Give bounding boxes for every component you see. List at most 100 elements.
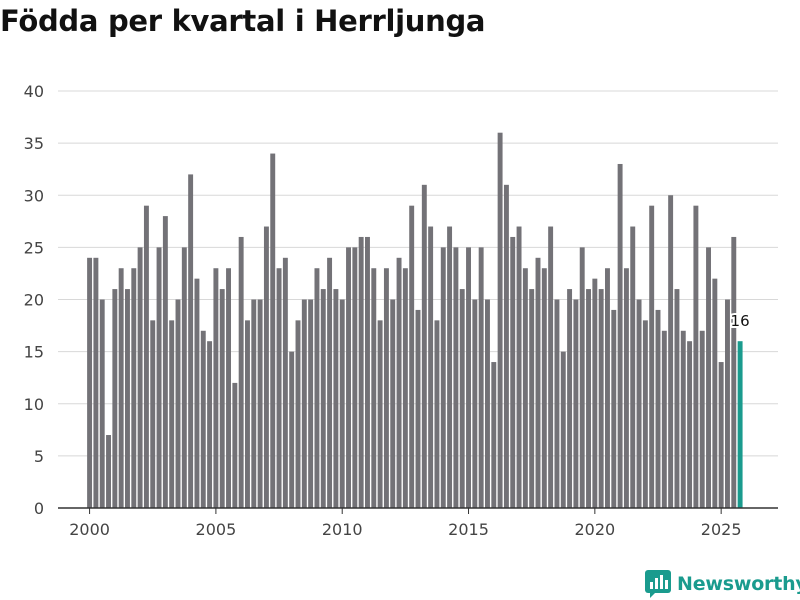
bar bbox=[421, 184, 427, 508]
bar bbox=[485, 299, 490, 508]
bar bbox=[579, 247, 585, 508]
y-tick-label: 10 bbox=[24, 395, 44, 414]
bar bbox=[674, 289, 680, 508]
bar bbox=[636, 299, 642, 508]
bar bbox=[143, 205, 149, 509]
bar bbox=[605, 268, 610, 508]
bar bbox=[459, 289, 465, 508]
bar bbox=[687, 341, 693, 508]
bar bbox=[377, 320, 383, 508]
bar bbox=[346, 247, 351, 508]
bar bbox=[226, 268, 231, 508]
bar bbox=[137, 247, 143, 508]
bar bbox=[87, 257, 93, 508]
bar bbox=[680, 330, 686, 508]
bar bbox=[630, 226, 636, 508]
bar bbox=[371, 268, 377, 508]
bar bbox=[649, 205, 655, 509]
y-tick-label: 0 bbox=[34, 499, 44, 518]
bar bbox=[327, 257, 333, 508]
bar bbox=[541, 268, 547, 508]
y-tick-label: 5 bbox=[34, 447, 44, 466]
brand-logo: Newsworthy bbox=[645, 569, 800, 599]
bar bbox=[270, 153, 276, 509]
bar bbox=[661, 330, 667, 508]
bar bbox=[655, 309, 661, 508]
chart-title: Födda per kvartal i Herrljunga bbox=[0, 4, 486, 38]
x-tick-label: 2015 bbox=[448, 520, 489, 539]
bar bbox=[175, 299, 181, 508]
bar bbox=[314, 268, 320, 508]
y-tick-label: 15 bbox=[24, 343, 44, 362]
bar bbox=[200, 330, 206, 508]
y-tick-label: 30 bbox=[24, 186, 44, 205]
bar bbox=[642, 320, 648, 508]
bar bbox=[611, 309, 617, 508]
bar bbox=[440, 247, 446, 508]
bar bbox=[478, 247, 484, 508]
bar bbox=[573, 299, 579, 508]
bar bbox=[188, 174, 194, 508]
bar bbox=[383, 268, 389, 508]
bar bbox=[567, 289, 573, 508]
bar bbox=[516, 226, 522, 508]
bar bbox=[668, 195, 674, 508]
bar bbox=[257, 299, 263, 508]
bar bbox=[453, 247, 459, 508]
bar bbox=[529, 289, 535, 508]
bar bbox=[402, 268, 408, 508]
bar bbox=[548, 226, 554, 508]
bar bbox=[263, 226, 269, 508]
bar bbox=[491, 362, 497, 508]
bar bbox=[169, 320, 175, 508]
bar bbox=[99, 299, 105, 508]
bar bbox=[699, 330, 705, 508]
x-tick-label: 2025 bbox=[701, 520, 742, 539]
bar bbox=[598, 289, 604, 508]
x-axis: 2000 2005 2010 2015 2020 2025 bbox=[58, 507, 778, 539]
brand-name: Newsworthy bbox=[677, 573, 800, 595]
bar bbox=[219, 289, 225, 508]
bar bbox=[93, 257, 99, 508]
bar bbox=[112, 289, 118, 508]
bar bbox=[428, 226, 434, 508]
bar bbox=[390, 299, 396, 508]
bar bbox=[352, 247, 358, 508]
bar bbox=[535, 257, 541, 508]
bar bbox=[131, 268, 137, 508]
bar bbox=[301, 299, 307, 508]
bar bbox=[194, 278, 200, 508]
bar bbox=[522, 268, 528, 508]
bar bbox=[396, 257, 402, 508]
bar bbox=[592, 278, 598, 508]
bar bbox=[213, 268, 219, 508]
bar bbox=[365, 236, 370, 508]
newsworthy-logo-icon bbox=[645, 570, 671, 598]
y-axis-ticks: 0 5 10 15 20 25 30 35 40 bbox=[24, 82, 44, 518]
bar bbox=[415, 309, 421, 508]
bar bbox=[731, 236, 737, 508]
y-tick-label: 25 bbox=[24, 238, 44, 257]
bar bbox=[358, 236, 364, 508]
bar bbox=[554, 299, 560, 508]
bar bbox=[162, 216, 168, 508]
bar bbox=[706, 247, 711, 508]
bar bbox=[466, 247, 471, 508]
bar bbox=[238, 236, 244, 508]
bar bbox=[276, 268, 282, 508]
y-tick-label: 20 bbox=[24, 291, 44, 310]
bar bbox=[333, 289, 339, 508]
bar bbox=[181, 247, 187, 508]
bar bbox=[693, 205, 699, 509]
bar bbox=[320, 289, 326, 508]
bar bbox=[339, 299, 345, 508]
bar bbox=[472, 299, 478, 508]
bar bbox=[434, 320, 440, 508]
bar bbox=[737, 341, 743, 508]
bar bbox=[207, 341, 213, 508]
bar bbox=[150, 320, 156, 508]
bar bbox=[497, 132, 503, 508]
bar bbox=[560, 351, 566, 508]
x-tick-label: 2000 bbox=[69, 520, 110, 539]
